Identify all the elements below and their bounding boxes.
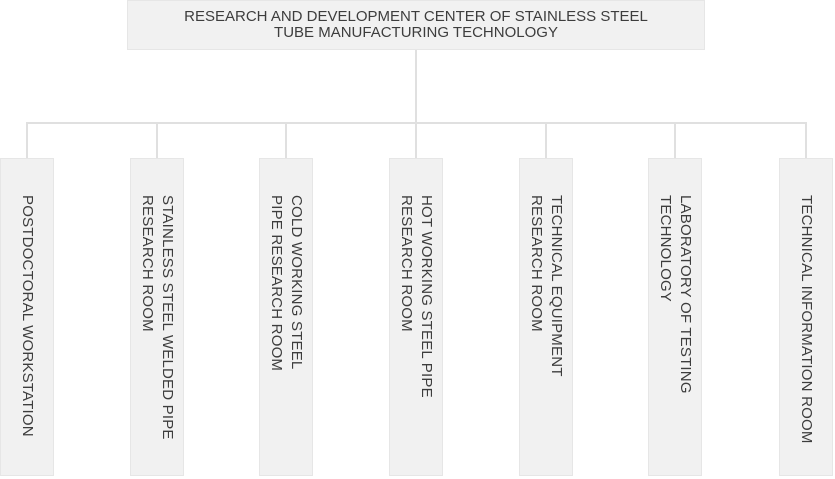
dept-label: LABORATORY OF TESTING TECHNOLOGY — [657, 195, 694, 394]
connector-stub-7 — [805, 122, 807, 158]
dept-box-technical-information-room: TECHNICAL INFORMATION ROOM — [779, 158, 833, 476]
dept-label: TECHNICAL EQUIPMENT RESEARCH ROOM — [528, 195, 565, 377]
connector-stub-1 — [26, 122, 28, 158]
connector-stub-5 — [545, 122, 547, 158]
connector-rail — [26, 122, 807, 124]
dept-box-postdoctoral-workstation: POSTDOCTORAL WORKSTATION — [0, 158, 54, 476]
dept-label: HOT WORKING STEEL PIPE RESEARCH ROOM — [398, 195, 435, 398]
dept-box-cold-working-steel-pipe-research-room: COLD WORKING STEEL PIPE RESEARCH ROOM — [259, 158, 313, 476]
connector-root-stem — [415, 50, 417, 158]
connector-stub-2 — [156, 122, 158, 158]
dept-box-hot-working-steel-pipe-research-room: HOT WORKING STEEL PIPE RESEARCH ROOM — [389, 158, 443, 476]
dept-label: POSTDOCTORAL WORKSTATION — [19, 195, 36, 437]
dept-box-stainless-steel-welded-pipe-research-room: STAINLESS STEEL WELDED PIPE RESEARCH ROO… — [130, 158, 184, 476]
connector-stub-6 — [674, 122, 676, 158]
root-box: RESEARCH AND DEVELOPMENT CENTER OF STAIN… — [127, 0, 705, 50]
dept-box-laboratory-of-testing-technology: LABORATORY OF TESTING TECHNOLOGY — [648, 158, 702, 476]
connector-stub-3 — [285, 122, 287, 158]
dept-label: STAINLESS STEEL WELDED PIPE RESEARCH ROO… — [139, 195, 176, 440]
dept-label: COLD WORKING STEEL PIPE RESEARCH ROOM — [268, 195, 305, 372]
dept-label: TECHNICAL INFORMATION ROOM — [798, 195, 815, 444]
dept-box-technical-equipment-research-room: TECHNICAL EQUIPMENT RESEARCH ROOM — [519, 158, 573, 476]
